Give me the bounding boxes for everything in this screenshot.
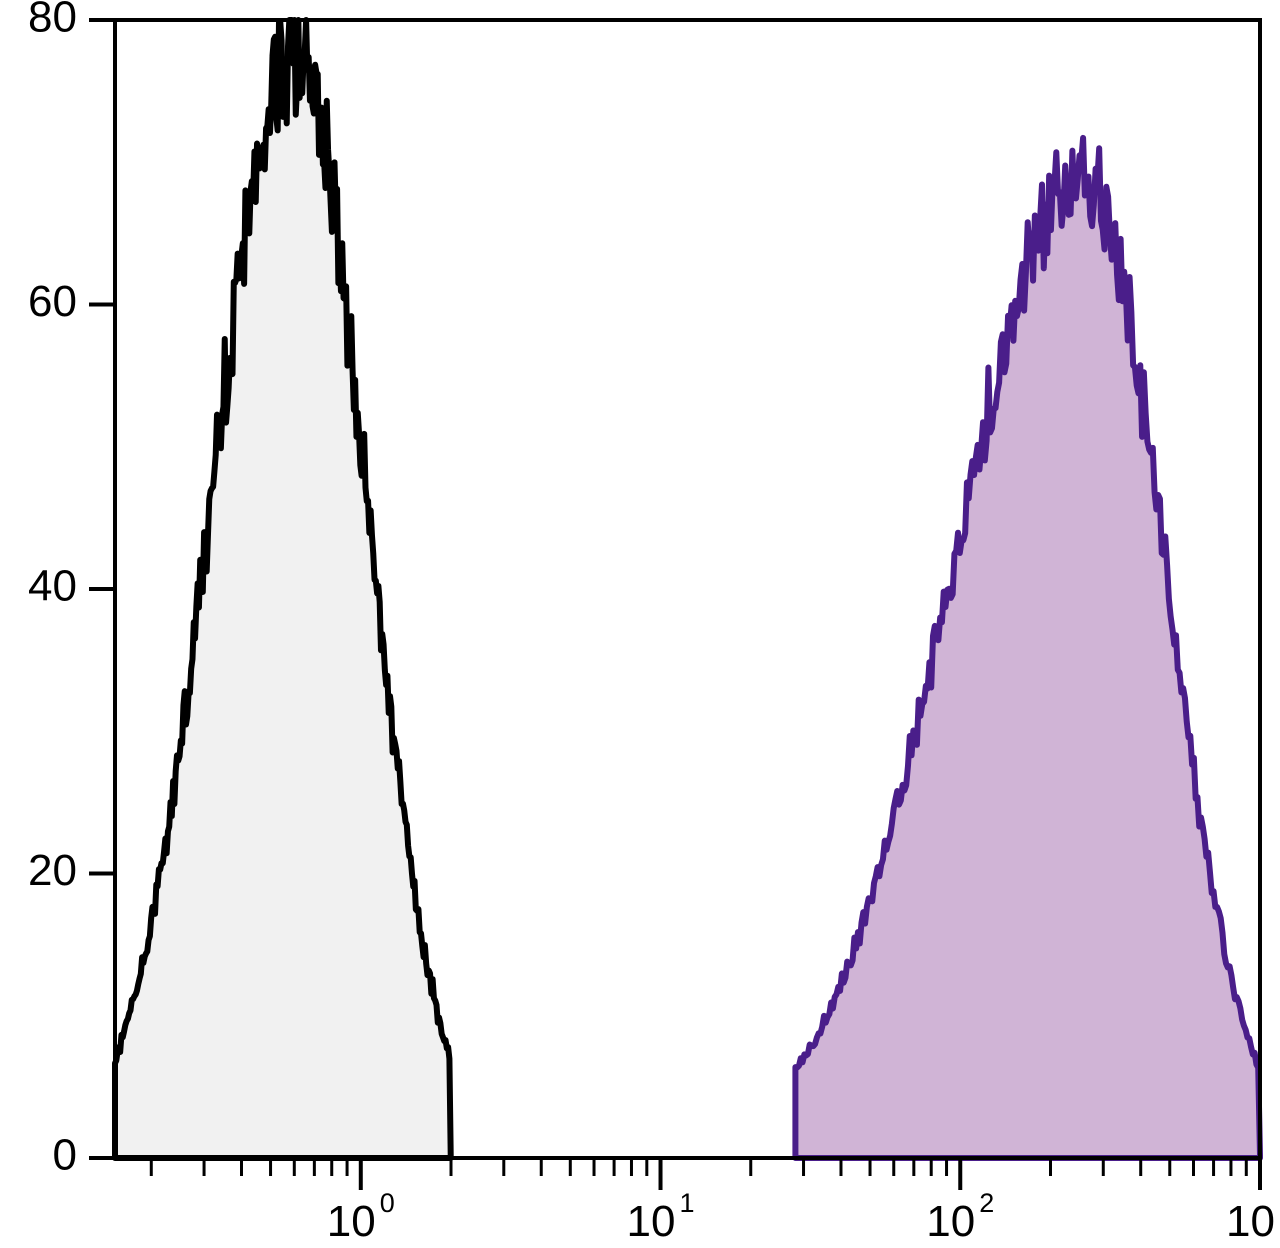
y-tick-label: 40	[28, 562, 77, 611]
y-tick-label: 80	[28, 0, 77, 42]
x-tick-label: 100	[327, 1188, 395, 1246]
histogram-series-control	[115, 20, 451, 1158]
flow-histogram-chart: 0 20 40 60 80 100 101 102 103	[0, 0, 1280, 1248]
x-tick-label: 102	[926, 1188, 994, 1246]
y-tick-label: 60	[28, 277, 77, 326]
x-tick-label: 101	[627, 1188, 695, 1246]
y-tick-label: 20	[28, 846, 77, 895]
x-tick-label: 103	[1226, 1188, 1280, 1246]
histogram-series-stained	[795, 138, 1260, 1158]
y-tick-label: 0	[53, 1131, 77, 1180]
